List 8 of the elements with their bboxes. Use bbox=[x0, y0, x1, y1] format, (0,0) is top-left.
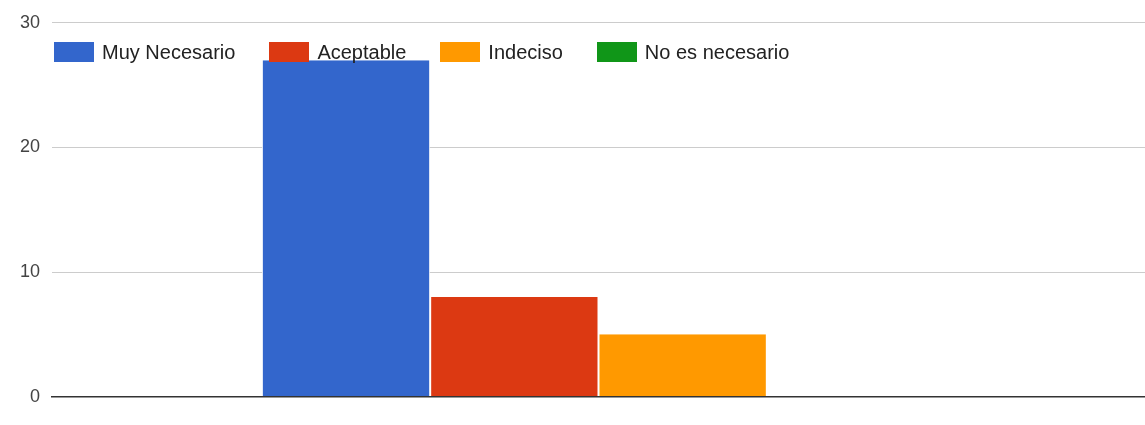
y-tick-label: 30 bbox=[19, 11, 40, 32]
legend-label: Aceptable bbox=[317, 40, 407, 64]
legend-label: No es necesario bbox=[644, 40, 790, 64]
y-tick-label: 10 bbox=[19, 260, 40, 281]
legend-label: Muy Necesario bbox=[102, 40, 236, 64]
y-tick-label: 20 bbox=[19, 136, 40, 157]
y-tick-label: 0 bbox=[29, 385, 40, 406]
legend-label: Indeciso bbox=[488, 40, 563, 64]
